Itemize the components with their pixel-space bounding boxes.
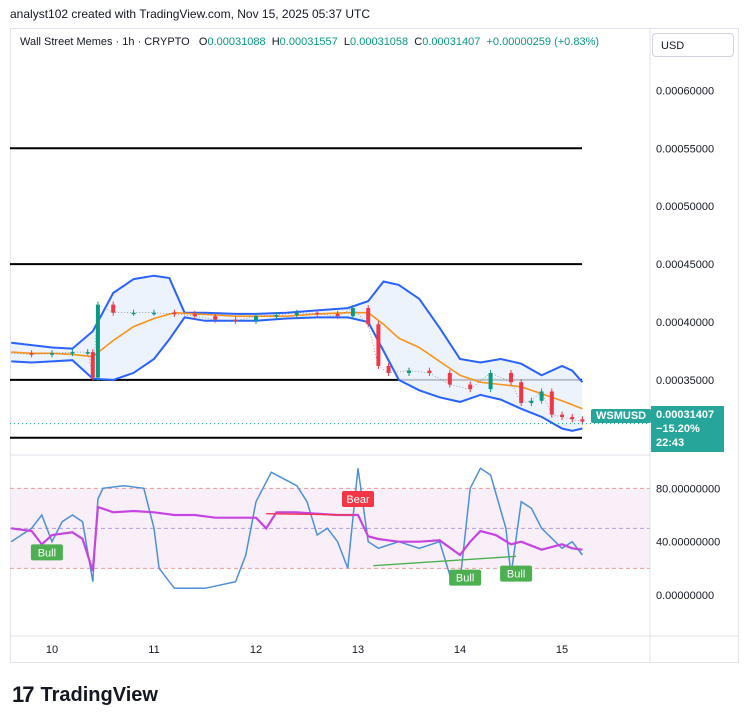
symbol-ohlc-line: Wall Street Memes · 1h · CRYPTO O0.00031…: [20, 36, 599, 48]
last-price-change: −15.20%: [656, 423, 700, 435]
chart-frame: [10, 28, 739, 663]
symbol-price-tag: WSMUSD: [591, 409, 652, 423]
high-value: 0.00031557: [279, 36, 338, 48]
chart-caption: analyst102 created with TradingView.com,…: [10, 7, 370, 21]
bar-countdown: 22:43: [656, 437, 685, 449]
open-value: 0.00031088: [207, 36, 266, 48]
currency-button[interactable]: USD: [652, 33, 734, 57]
close-value: 0.00031407: [422, 36, 481, 48]
close-label: C: [414, 36, 423, 48]
low-value: 0.00031058: [350, 36, 409, 48]
low-label: L: [343, 36, 351, 48]
change-value: +0.00000259 (+0.83%): [486, 36, 600, 48]
tradingview-icon: 17: [12, 682, 35, 707]
symbol-name: Wall Street Memes · 1h · CRYPTO: [20, 36, 190, 48]
tradingview-logo[interactable]: 17 TradingView: [12, 682, 158, 708]
last-price-tag: 0.00031407 −15.20% 22:43: [651, 406, 724, 452]
last-price-value: 0.00031407: [656, 409, 715, 421]
brand-name: TradingView: [40, 683, 158, 706]
open-label: O: [198, 36, 208, 48]
high-label: H: [271, 36, 280, 48]
